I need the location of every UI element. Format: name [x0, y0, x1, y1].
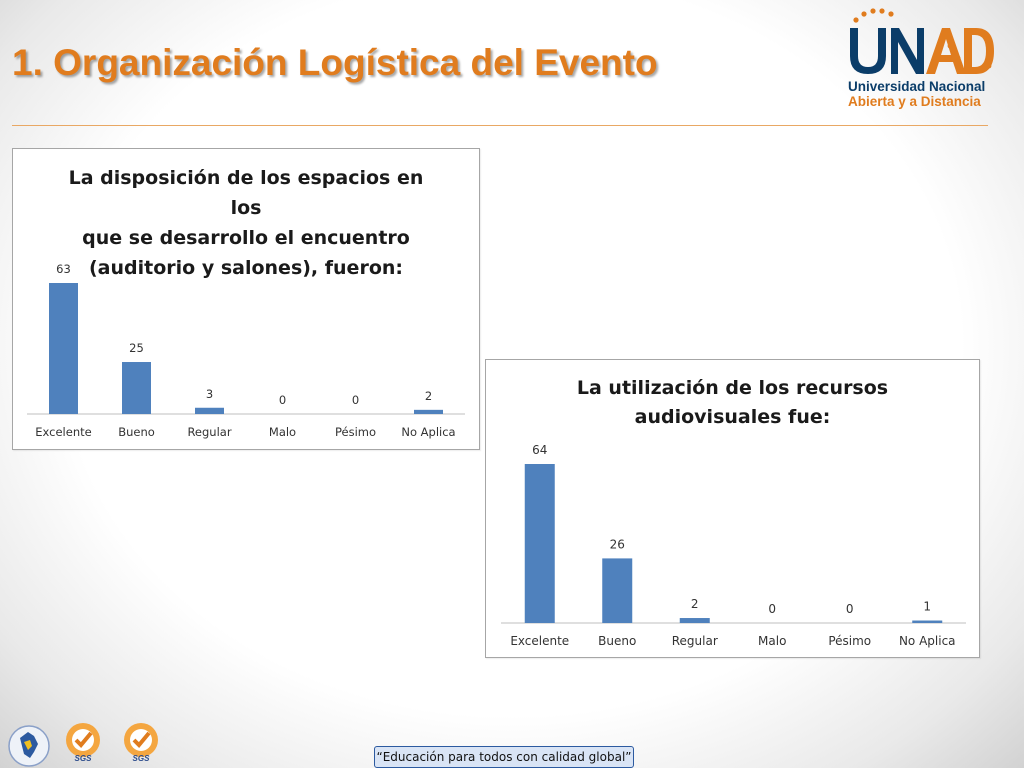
category-tick-label: Excelente — [35, 425, 91, 439]
sgs-badge-2: SGS — [116, 718, 166, 768]
data-label: 0 — [768, 602, 776, 616]
logo-tagline-line: Abierta y a Distancia — [848, 94, 981, 109]
colombia-map-icon — [8, 725, 50, 767]
category-tick-label: Bueno — [598, 634, 636, 648]
category-tick-label: Regular — [187, 425, 231, 439]
chart-title-line: que se desarrollo el encuentro — [82, 227, 410, 249]
chart-audiovisuales-plot: 64 Excelente 26 Bueno 2 Regular 0 Malo 0 Pésimo 1 N… — [501, 443, 966, 648]
data-label: 25 — [129, 341, 144, 355]
bar — [912, 620, 943, 623]
chart-espacios-plot: 63 Excelente 25 Bueno 3 Regular 0 Malo 0 Pésimo 2 N… — [27, 262, 465, 439]
colombia-map-badge — [4, 718, 54, 768]
chart-title-line: La disposición de los espacios en los — [68, 167, 424, 219]
category-tick-label: Pésimo — [335, 425, 376, 439]
data-label: 3 — [206, 387, 213, 401]
chart-title-line: (auditorio y salones), fueron: — [89, 257, 403, 279]
category-tick-label: Pésimo — [828, 634, 871, 648]
data-label: 2 — [691, 597, 699, 611]
chart-title-line: audiovisuales fue: — [634, 406, 831, 428]
chart-espacios-title: La disposición de los espacios en los qu… — [13, 163, 479, 283]
bar — [414, 409, 443, 414]
category-tick-label: No Aplica — [401, 425, 455, 439]
category-tick-label: No Aplica — [899, 634, 956, 648]
category-tick-label: Regular — [672, 634, 718, 648]
slide-title: 1. Organización Logística del Evento — [12, 42, 658, 83]
bar — [122, 362, 151, 414]
chart-espacios: 63 Excelente 25 Bueno 3 Regular 0 Malo 0 Pésimo 2 N… — [12, 148, 480, 450]
unad-logo-mark — [850, 8, 994, 74]
sgs-certification-icon — [66, 723, 100, 757]
data-label: 26 — [610, 537, 625, 551]
chart-audiovisuales-title: La utilización de los recursos audiovisu… — [486, 374, 979, 432]
sgs-badge-1: SGS — [58, 718, 108, 768]
sgs-label: SGS — [132, 754, 150, 763]
bar — [49, 283, 78, 414]
footer-slogan: “Educación para todos con calidad global… — [374, 746, 634, 768]
data-label: 63 — [56, 262, 71, 276]
data-label: 0 — [352, 393, 359, 407]
data-label: 2 — [425, 389, 432, 403]
data-label: 0 — [846, 602, 854, 616]
bar — [524, 464, 555, 623]
logo-university-line: Universidad Nacional — [848, 79, 986, 94]
data-label: 64 — [532, 443, 547, 457]
chart-title-line: La utilización de los recursos — [576, 377, 889, 399]
data-label: 1 — [923, 600, 931, 614]
bar — [195, 407, 224, 414]
category-tick-label: Malo — [269, 425, 296, 439]
category-tick-label: Bueno — [118, 425, 155, 439]
chart-audiovisuales: 64 Excelente 26 Bueno 2 Regular 0 Malo 0 Pésimo 1 N… — [485, 359, 980, 658]
bar — [602, 558, 633, 623]
sgs-label: SGS — [74, 754, 92, 763]
unad-logo: Universidad Nacional Abierta y a Distanc… — [846, 6, 996, 116]
category-tick-label: Excelente — [510, 634, 569, 648]
category-tick-label: Malo — [758, 634, 786, 648]
data-label: 0 — [279, 393, 286, 407]
title-divider — [12, 125, 988, 126]
bar — [679, 618, 710, 623]
sgs-certification-icon — [124, 723, 158, 757]
